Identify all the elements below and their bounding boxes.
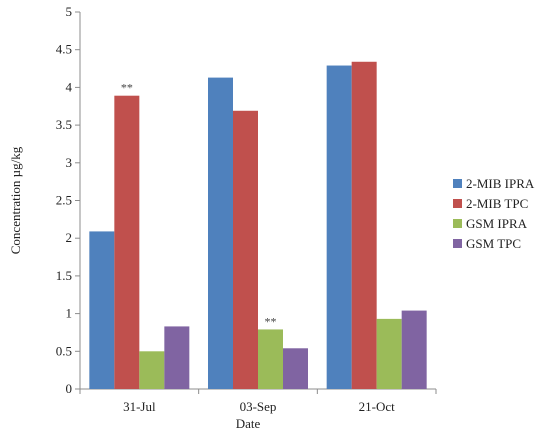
x-tick-label: 31-Jul — [123, 399, 156, 414]
bar — [401, 310, 427, 389]
x-axis-tick-labels: 31-Jul 03-Sep 21-Oct — [123, 399, 395, 414]
y-tick-label: 0 — [66, 381, 73, 396]
y-tick-label: 0.5 — [56, 343, 72, 358]
y-axis-ticks: 0 0.5 1 1.5 2 2.5 3 3.5 4 4.5 5 — [56, 4, 80, 396]
annotations: ** ** — [121, 81, 277, 329]
bar — [208, 77, 233, 390]
bar — [164, 326, 190, 389]
legend-swatch — [453, 239, 462, 248]
x-tick-label: 03-Sep — [240, 399, 277, 414]
bar — [326, 65, 352, 389]
legend-swatch — [453, 219, 462, 228]
significance-annotation: ** — [265, 314, 277, 328]
y-tick-label: 1 — [66, 306, 73, 321]
significance-annotation: ** — [121, 81, 133, 95]
y-tick-label: 4.5 — [56, 42, 72, 57]
y-tick-label: 1.5 — [56, 268, 72, 283]
bar — [233, 110, 258, 390]
y-tick-label: 3.5 — [56, 117, 72, 132]
y-tick-label: 2.5 — [56, 193, 72, 208]
y-tick-label: 2 — [66, 230, 73, 245]
bar — [114, 95, 140, 389]
legend-label: 2-MIB IPRA — [466, 176, 535, 191]
y-tick-label: 3 — [66, 155, 73, 170]
bars — [89, 61, 427, 390]
y-tick-label: 4 — [66, 79, 73, 94]
x-axis-tickmarks — [79, 389, 437, 394]
bar — [351, 61, 377, 389]
legend: 2-MIB IPRA 2-MIB TPC GSM IPRA GSM TPC — [453, 176, 535, 251]
bar — [376, 318, 402, 389]
y-axis-title: Concentration µg/kg — [8, 146, 23, 254]
y-tick-label: 5 — [66, 4, 73, 19]
bar — [283, 348, 308, 389]
legend-label: GSM IPRA — [466, 216, 528, 231]
bar — [258, 329, 283, 389]
x-axis-title: Date — [236, 416, 261, 431]
x-tick-label: 21-Oct — [359, 399, 395, 414]
bar — [89, 231, 115, 389]
legend-swatch — [453, 179, 462, 188]
bar — [139, 351, 165, 389]
legend-label: 2-MIB TPC — [466, 196, 528, 211]
legend-swatch — [453, 199, 462, 208]
legend-label: GSM TPC — [466, 236, 521, 251]
